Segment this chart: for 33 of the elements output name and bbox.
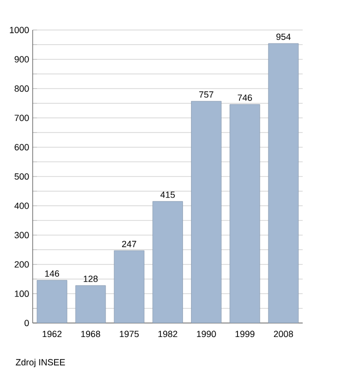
data-label: 954 bbox=[276, 34, 291, 40]
x-tick-label: 1968 bbox=[81, 330, 100, 338]
y-tick-label: 0 bbox=[24, 320, 29, 326]
y-tick-label: 200 bbox=[14, 261, 29, 268]
bar bbox=[152, 201, 183, 323]
x-tick-label: 1962 bbox=[42, 330, 62, 338]
data-label: 247 bbox=[122, 240, 136, 248]
x-tick-label: 1990 bbox=[196, 330, 216, 338]
data-label: 757 bbox=[199, 91, 214, 98]
y-tick-label: 900 bbox=[14, 56, 29, 62]
data-label: 128 bbox=[84, 276, 98, 282]
bar bbox=[36, 280, 68, 323]
data-label: 146 bbox=[45, 270, 60, 277]
y-tick-label: 100 bbox=[14, 290, 29, 297]
data-label: 746 bbox=[238, 94, 252, 101]
x-tick-label: 1982 bbox=[158, 330, 178, 338]
bar bbox=[75, 285, 106, 323]
bar bbox=[191, 100, 222, 323]
y-tick-label: 500 bbox=[14, 173, 29, 180]
data-label: 415 bbox=[160, 192, 175, 198]
bar bbox=[114, 250, 144, 323]
x-tick-label: 1975 bbox=[120, 330, 139, 338]
y-tick-label: 700 bbox=[14, 114, 29, 122]
text: Zdroj INSEE bbox=[16, 358, 65, 368]
y-tick-label: 600 bbox=[14, 144, 29, 150]
bar bbox=[230, 104, 260, 323]
y-tick-label: 800 bbox=[14, 85, 29, 92]
bar bbox=[268, 43, 299, 323]
x-tick-label: 2008 bbox=[274, 330, 293, 338]
y-tick-label: 300 bbox=[14, 232, 29, 238]
x-tick-label: 1999 bbox=[236, 330, 254, 338]
y-tick-label: 1000 bbox=[10, 26, 29, 34]
y-tick-label: 400 bbox=[14, 202, 29, 209]
